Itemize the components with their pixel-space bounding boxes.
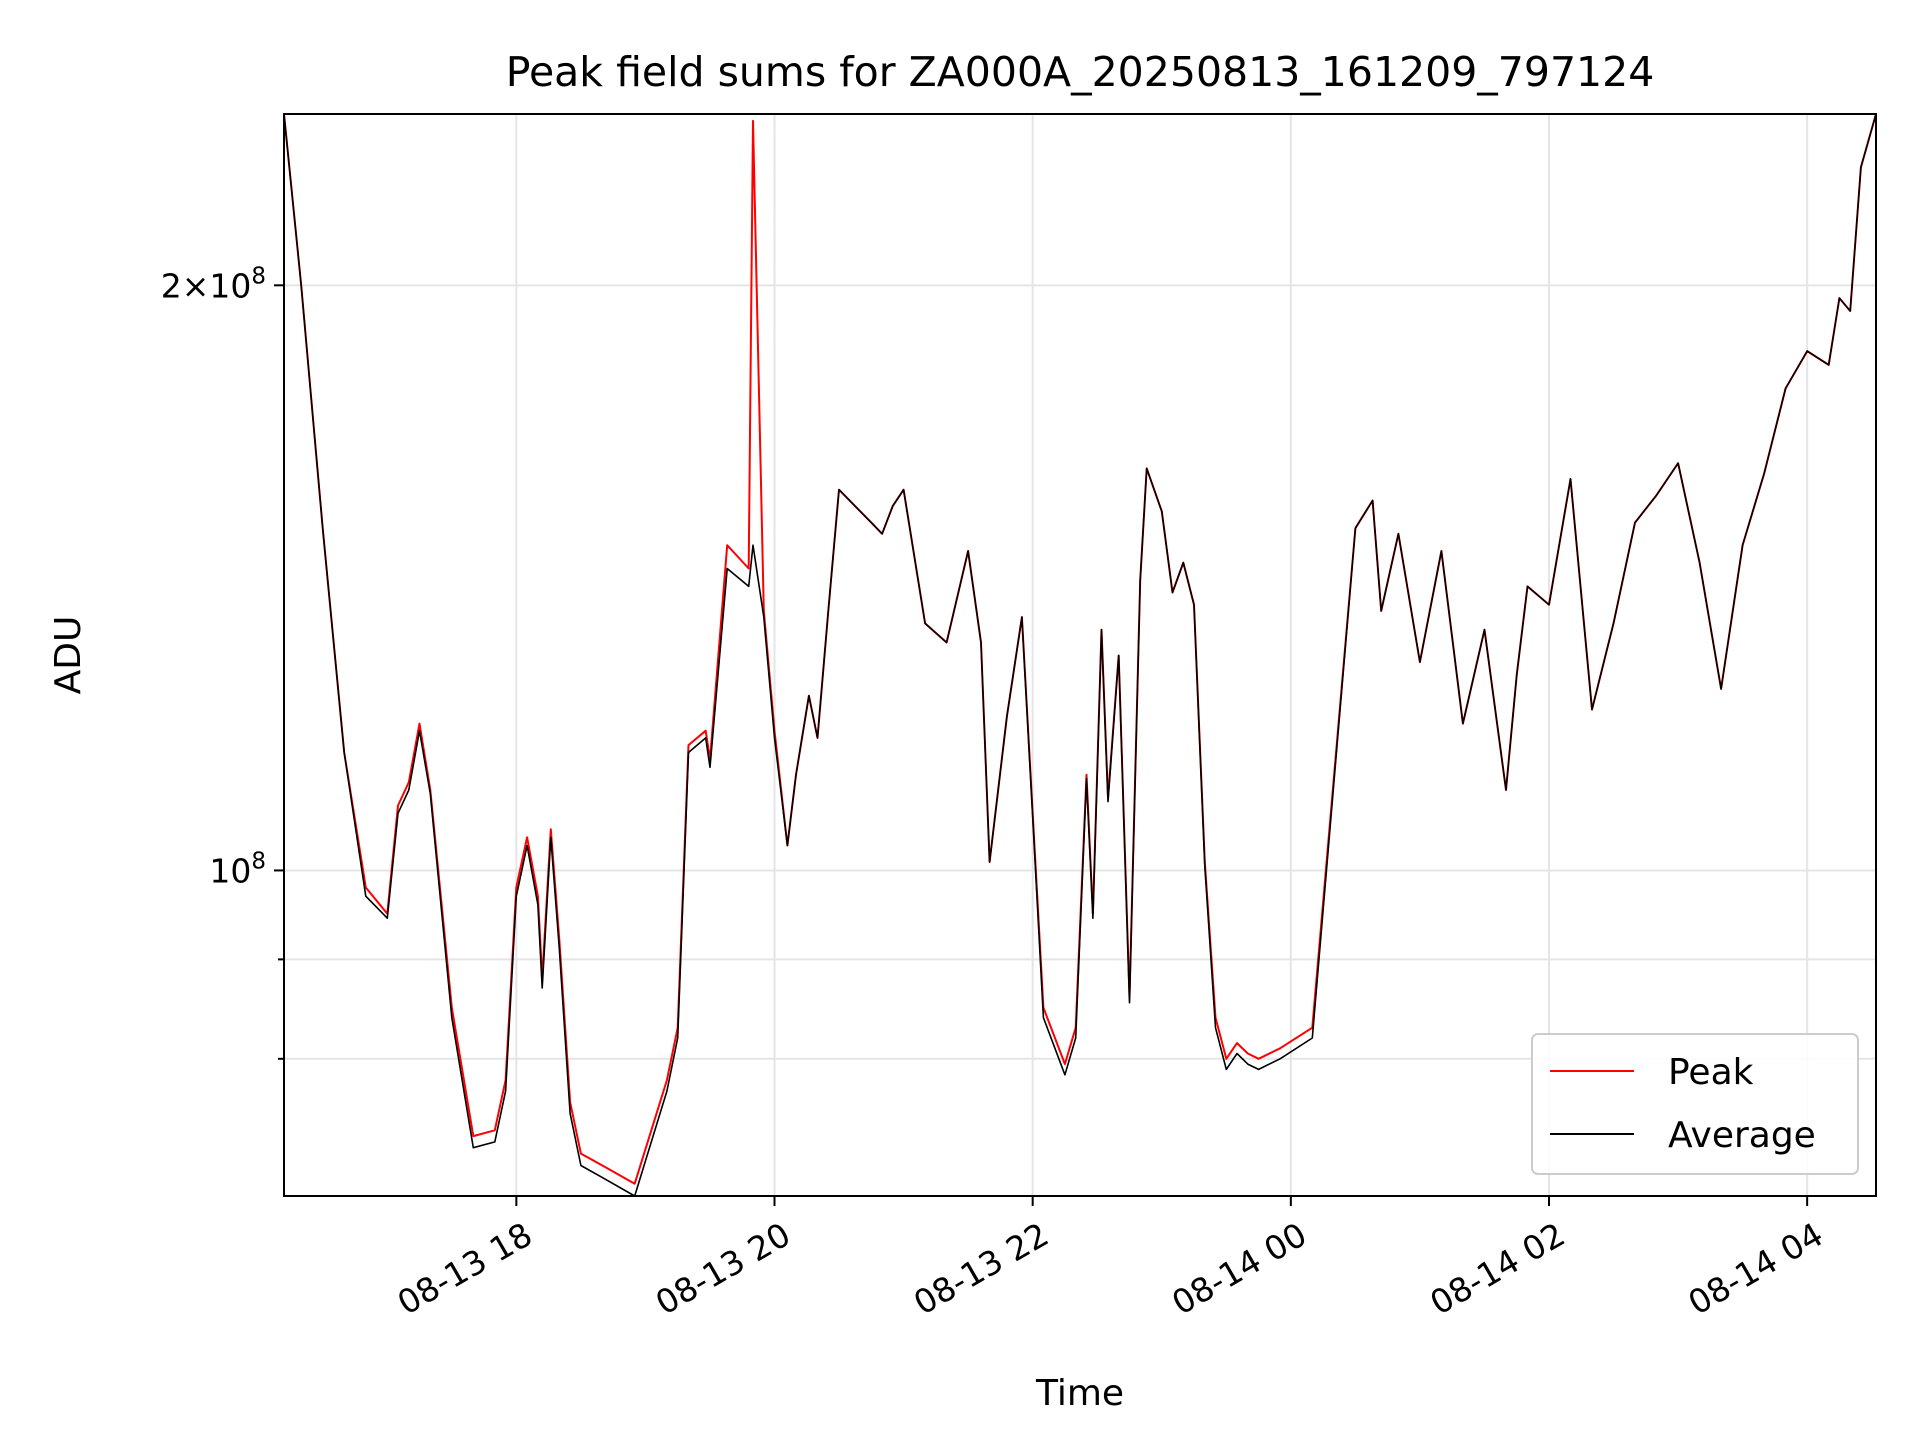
series-line-peak bbox=[283, 113, 1877, 1185]
plot-frame bbox=[283, 113, 1877, 1197]
y-tick-label: 108 bbox=[209, 848, 266, 890]
y-axis-ticks: 108 2×108 bbox=[161, 263, 284, 1060]
grid-layer bbox=[284, 114, 1876, 1196]
legend-average-label: Average bbox=[1668, 1115, 1816, 1156]
y-axis-label: ADU bbox=[48, 616, 89, 695]
y-tick-label: 2×108 bbox=[161, 263, 266, 305]
legend-box bbox=[1531, 1033, 1859, 1175]
x-axis-label: Time bbox=[1035, 1373, 1124, 1414]
x-tick-label: 08-14 04 bbox=[1682, 1215, 1830, 1323]
legend-peak-label: Peak bbox=[1668, 1052, 1754, 1093]
series-line-average bbox=[283, 113, 1877, 1197]
legend: Peak Average bbox=[1531, 1033, 1859, 1175]
x-tick-label: 08-13 18 bbox=[391, 1215, 539, 1323]
chart-title: Peak field sums for ZA000A_20250813_1612… bbox=[506, 48, 1655, 96]
x-tick-label: 08-14 00 bbox=[1165, 1215, 1313, 1323]
series-layer bbox=[283, 113, 1877, 1197]
x-tick-label: 08-14 02 bbox=[1423, 1215, 1571, 1323]
x-tick-label: 08-13 20 bbox=[649, 1215, 797, 1323]
x-tick-label: 08-13 22 bbox=[907, 1215, 1055, 1323]
x-axis-ticks: 08-13 18 08-13 20 08-13 22 08-14 00 08-14 02… bbox=[391, 1196, 1830, 1323]
